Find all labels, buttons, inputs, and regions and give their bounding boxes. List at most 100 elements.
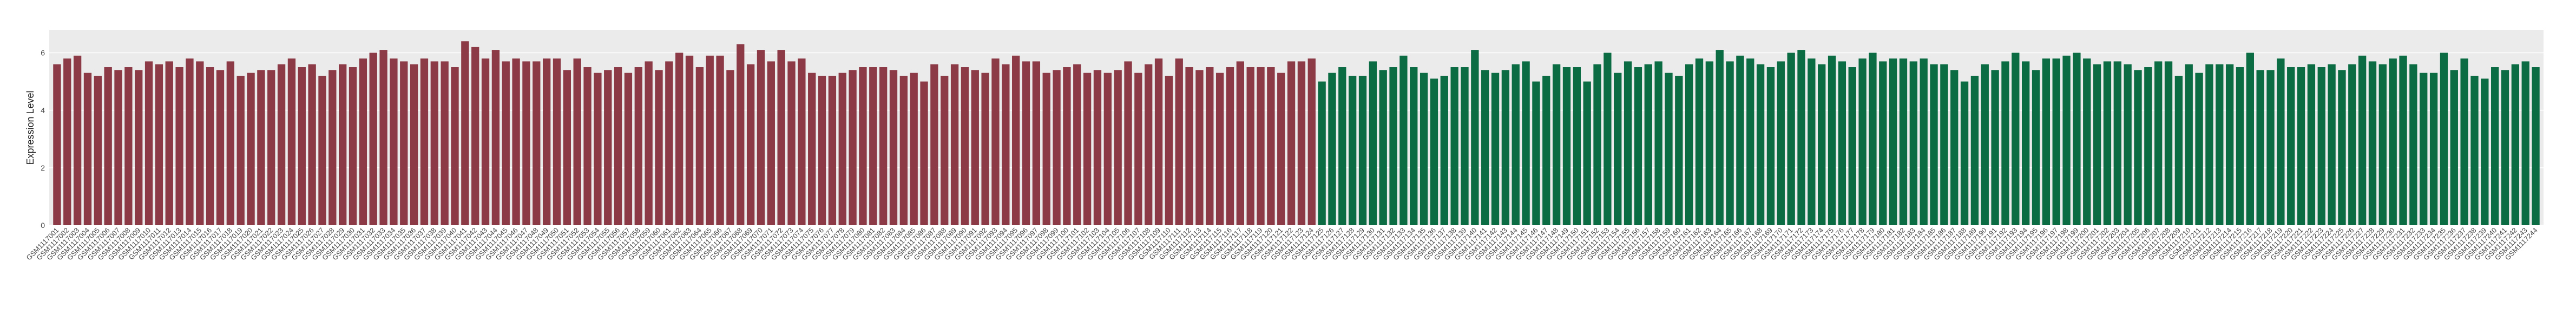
bar <box>2073 53 2081 226</box>
bar <box>2440 53 2448 226</box>
bar <box>1063 67 1071 225</box>
bar <box>2491 67 2499 225</box>
bar <box>1246 67 1254 225</box>
bar <box>665 61 673 225</box>
bar <box>1552 64 1561 226</box>
bar <box>2021 61 2030 225</box>
bar <box>359 58 367 226</box>
bar <box>1053 70 1061 225</box>
bar <box>1399 55 1408 225</box>
bar <box>695 67 704 225</box>
bar <box>2205 64 2213 226</box>
bar <box>236 75 245 226</box>
bar <box>859 67 867 225</box>
bar <box>1073 64 1081 226</box>
bar <box>808 73 816 225</box>
bar <box>1277 73 1285 225</box>
bar <box>1665 73 1673 225</box>
bar <box>1838 61 1846 225</box>
bar <box>1318 81 1326 225</box>
bar <box>2225 64 2234 226</box>
bar <box>971 70 979 225</box>
bar <box>1542 75 1550 226</box>
bar <box>838 73 846 225</box>
bar <box>563 70 571 225</box>
bar <box>1879 61 1887 225</box>
bar <box>2256 70 2264 225</box>
bar <box>533 61 541 225</box>
bar <box>716 55 724 225</box>
bar <box>553 58 561 226</box>
bar <box>1644 64 1652 226</box>
bar <box>2481 78 2489 225</box>
bar <box>226 61 235 225</box>
bar <box>1379 70 1387 225</box>
bar <box>2297 67 2305 225</box>
bar <box>216 70 225 225</box>
bar <box>2328 64 2336 226</box>
bar <box>2195 73 2203 225</box>
bar <box>2338 70 2346 225</box>
bar <box>2001 61 2009 225</box>
bar <box>2470 75 2479 226</box>
bar <box>1491 73 1500 225</box>
bar <box>1787 53 1795 226</box>
bar <box>950 64 959 226</box>
bar <box>491 50 500 225</box>
bar <box>267 70 275 225</box>
bar <box>2032 70 2040 225</box>
y-tick-label: 6 <box>41 48 45 57</box>
bar <box>1195 70 1204 225</box>
bar <box>2521 61 2529 225</box>
bar <box>1848 67 1856 225</box>
bar <box>1869 53 1877 226</box>
bar <box>2420 73 2428 225</box>
bar <box>1970 75 1979 226</box>
bar <box>2307 64 2316 226</box>
bar <box>1716 50 1724 225</box>
bar <box>2154 61 2163 225</box>
bar <box>1562 67 1571 225</box>
bar <box>1471 50 1479 225</box>
bar <box>1828 55 1836 225</box>
bar <box>2124 64 2132 226</box>
bar <box>1909 61 1917 225</box>
bar <box>451 67 459 225</box>
bar <box>1777 61 1785 225</box>
bar <box>594 73 602 225</box>
bar <box>899 75 908 226</box>
bar <box>2185 64 2193 226</box>
bar <box>2501 70 2509 225</box>
bar <box>165 61 173 225</box>
bar <box>1083 73 1092 225</box>
bar <box>1675 75 1683 226</box>
bar <box>1726 61 1734 225</box>
bar <box>257 70 265 225</box>
bar <box>1389 67 1397 225</box>
y-tick-label: 0 <box>41 221 45 230</box>
bar <box>1858 58 1867 226</box>
bar <box>1501 70 1510 225</box>
bar <box>1614 73 1622 225</box>
bar <box>2174 75 2183 226</box>
bar <box>2378 64 2387 226</box>
bar <box>1338 67 1346 225</box>
bar <box>1134 73 1142 225</box>
bar <box>1654 61 1662 225</box>
bar <box>1440 75 1448 226</box>
bar <box>1889 58 1897 226</box>
bar <box>1165 75 1173 226</box>
bar <box>624 73 633 225</box>
bar <box>1736 55 1744 225</box>
bar <box>2358 55 2367 225</box>
bar <box>1206 67 1214 225</box>
bar <box>2287 67 2295 225</box>
bar <box>1481 70 1489 225</box>
bar <box>706 55 714 225</box>
bar <box>308 64 316 226</box>
bar <box>1461 67 1469 225</box>
bar <box>206 67 214 225</box>
bar <box>757 50 765 225</box>
bar <box>400 61 408 225</box>
bar <box>1960 81 1969 225</box>
